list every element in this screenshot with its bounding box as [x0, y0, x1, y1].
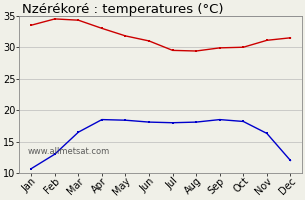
Text: www.allmetsat.com: www.allmetsat.com: [28, 147, 110, 156]
Text: Nzérékoré : temperatures (°C): Nzérékoré : temperatures (°C): [22, 3, 224, 16]
